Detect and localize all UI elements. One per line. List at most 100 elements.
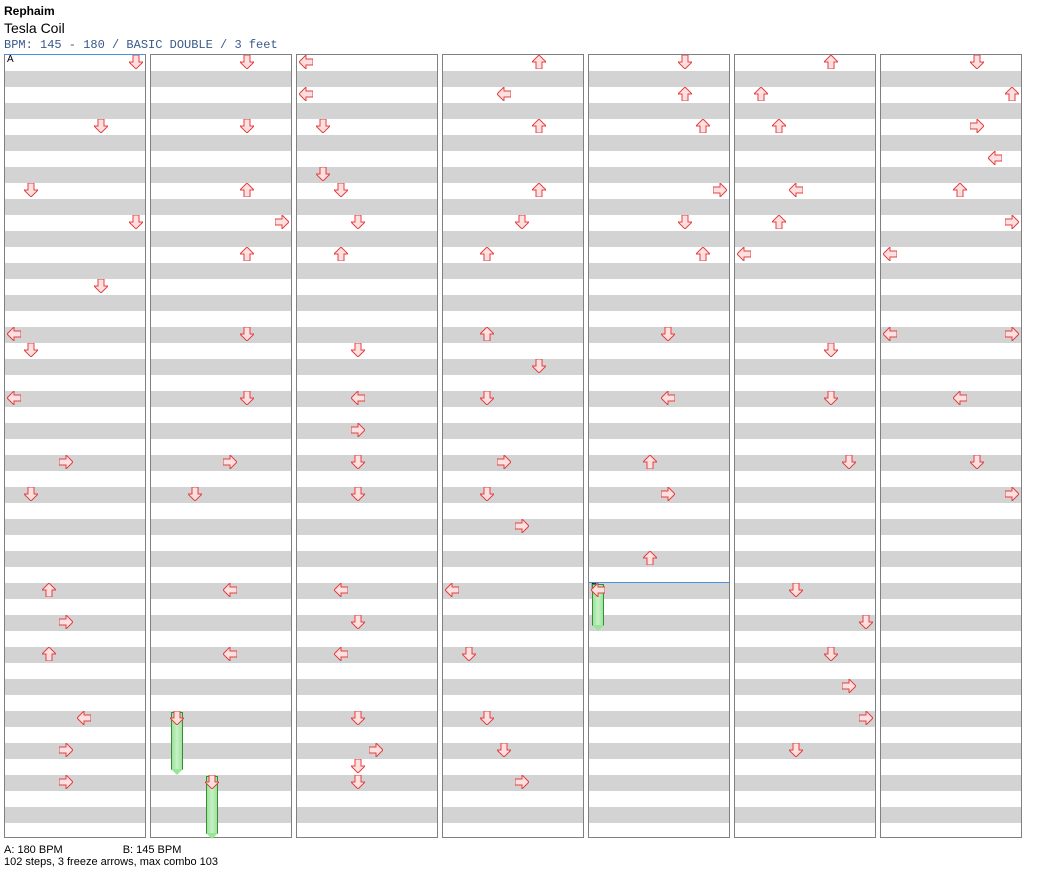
chart-row (151, 423, 291, 439)
chart-row (443, 311, 583, 327)
chart-row (297, 247, 437, 263)
chart-row (443, 247, 583, 263)
chart-row (443, 263, 583, 279)
chart-row (735, 775, 875, 791)
chart-row (443, 551, 583, 567)
step-arrow-down (24, 183, 38, 197)
chart-row (589, 775, 729, 791)
step-arrow-down (188, 487, 202, 501)
step-arrow-down (661, 327, 675, 341)
chart-row (735, 119, 875, 135)
chart-row (443, 167, 583, 183)
chart-row (443, 487, 583, 503)
chart-row (589, 167, 729, 183)
chart-row (443, 823, 583, 839)
chart-row (151, 167, 291, 183)
chart-row (5, 807, 145, 823)
step-arrow-down (480, 487, 494, 501)
chart-row (589, 679, 729, 695)
step-arrow-left (445, 583, 459, 597)
chart-row (5, 759, 145, 775)
chart-row (151, 791, 291, 807)
chart-row (5, 359, 145, 375)
chart-column (4, 54, 146, 838)
chart-row (297, 599, 437, 615)
chart-row (151, 487, 291, 503)
chart-row (443, 615, 583, 631)
chart-row (443, 375, 583, 391)
chart-row (881, 647, 1021, 663)
chart-row (151, 567, 291, 583)
chart-row (735, 359, 875, 375)
chart-row (297, 311, 437, 327)
step-arrow-up (532, 55, 546, 69)
chart-row (297, 439, 437, 455)
step-arrow-left (953, 391, 967, 405)
chart-row (735, 279, 875, 295)
chart-row (881, 711, 1021, 727)
chart-row (881, 263, 1021, 279)
chart-row (443, 343, 583, 359)
chart-row (589, 311, 729, 327)
chart-row (735, 743, 875, 759)
chart-row (5, 455, 145, 471)
chart-row (735, 599, 875, 615)
chart-row (151, 391, 291, 407)
chart-row (5, 167, 145, 183)
chart-row (589, 215, 729, 231)
chart-row (297, 135, 437, 151)
chart-row (5, 439, 145, 455)
chart-row (297, 695, 437, 711)
chart-row (5, 71, 145, 87)
chart-row (297, 375, 437, 391)
chart-row (443, 503, 583, 519)
step-arrow-up (772, 215, 786, 229)
chart-row (735, 167, 875, 183)
step-arrow-down (170, 711, 184, 725)
chart-row (151, 775, 291, 791)
step-arrow-down (316, 119, 330, 133)
chart-row (297, 535, 437, 551)
chart-row (589, 343, 729, 359)
chart-row (151, 615, 291, 631)
chart-row (881, 439, 1021, 455)
chart-row (881, 247, 1021, 263)
chart-row (151, 663, 291, 679)
step-arrow-down (842, 455, 856, 469)
chart-row (443, 663, 583, 679)
step-arrow-down (24, 343, 38, 357)
chart-row (881, 663, 1021, 679)
chart-row (5, 711, 145, 727)
chart-row (735, 423, 875, 439)
chart-column (588, 54, 730, 838)
chart-row (297, 503, 437, 519)
chart-column (880, 54, 1022, 838)
chart-row (297, 791, 437, 807)
chart-row (297, 359, 437, 375)
chart-row (881, 567, 1021, 583)
chart-column (442, 54, 584, 838)
chart-row (735, 759, 875, 775)
chart-row (735, 711, 875, 727)
chart-row (881, 279, 1021, 295)
chart-row (735, 231, 875, 247)
step-arrow-down (24, 487, 38, 501)
step-arrow-up (42, 647, 56, 661)
chart-row (881, 695, 1021, 711)
step-arrow-right (59, 455, 73, 469)
step-arrow-down (351, 775, 365, 789)
chart-row (589, 183, 729, 199)
step-arrow-down (351, 759, 365, 773)
chart-row (735, 151, 875, 167)
step-arrow-down (240, 55, 254, 69)
step-arrow-down (824, 647, 838, 661)
step-arrow-up (678, 87, 692, 101)
chart-row (735, 183, 875, 199)
chart-row (589, 647, 729, 663)
chart-row (881, 519, 1021, 535)
chart-row (589, 759, 729, 775)
chart-row (297, 343, 437, 359)
chart-row (443, 407, 583, 423)
chart-row (881, 407, 1021, 423)
step-arrow-up (240, 247, 254, 261)
